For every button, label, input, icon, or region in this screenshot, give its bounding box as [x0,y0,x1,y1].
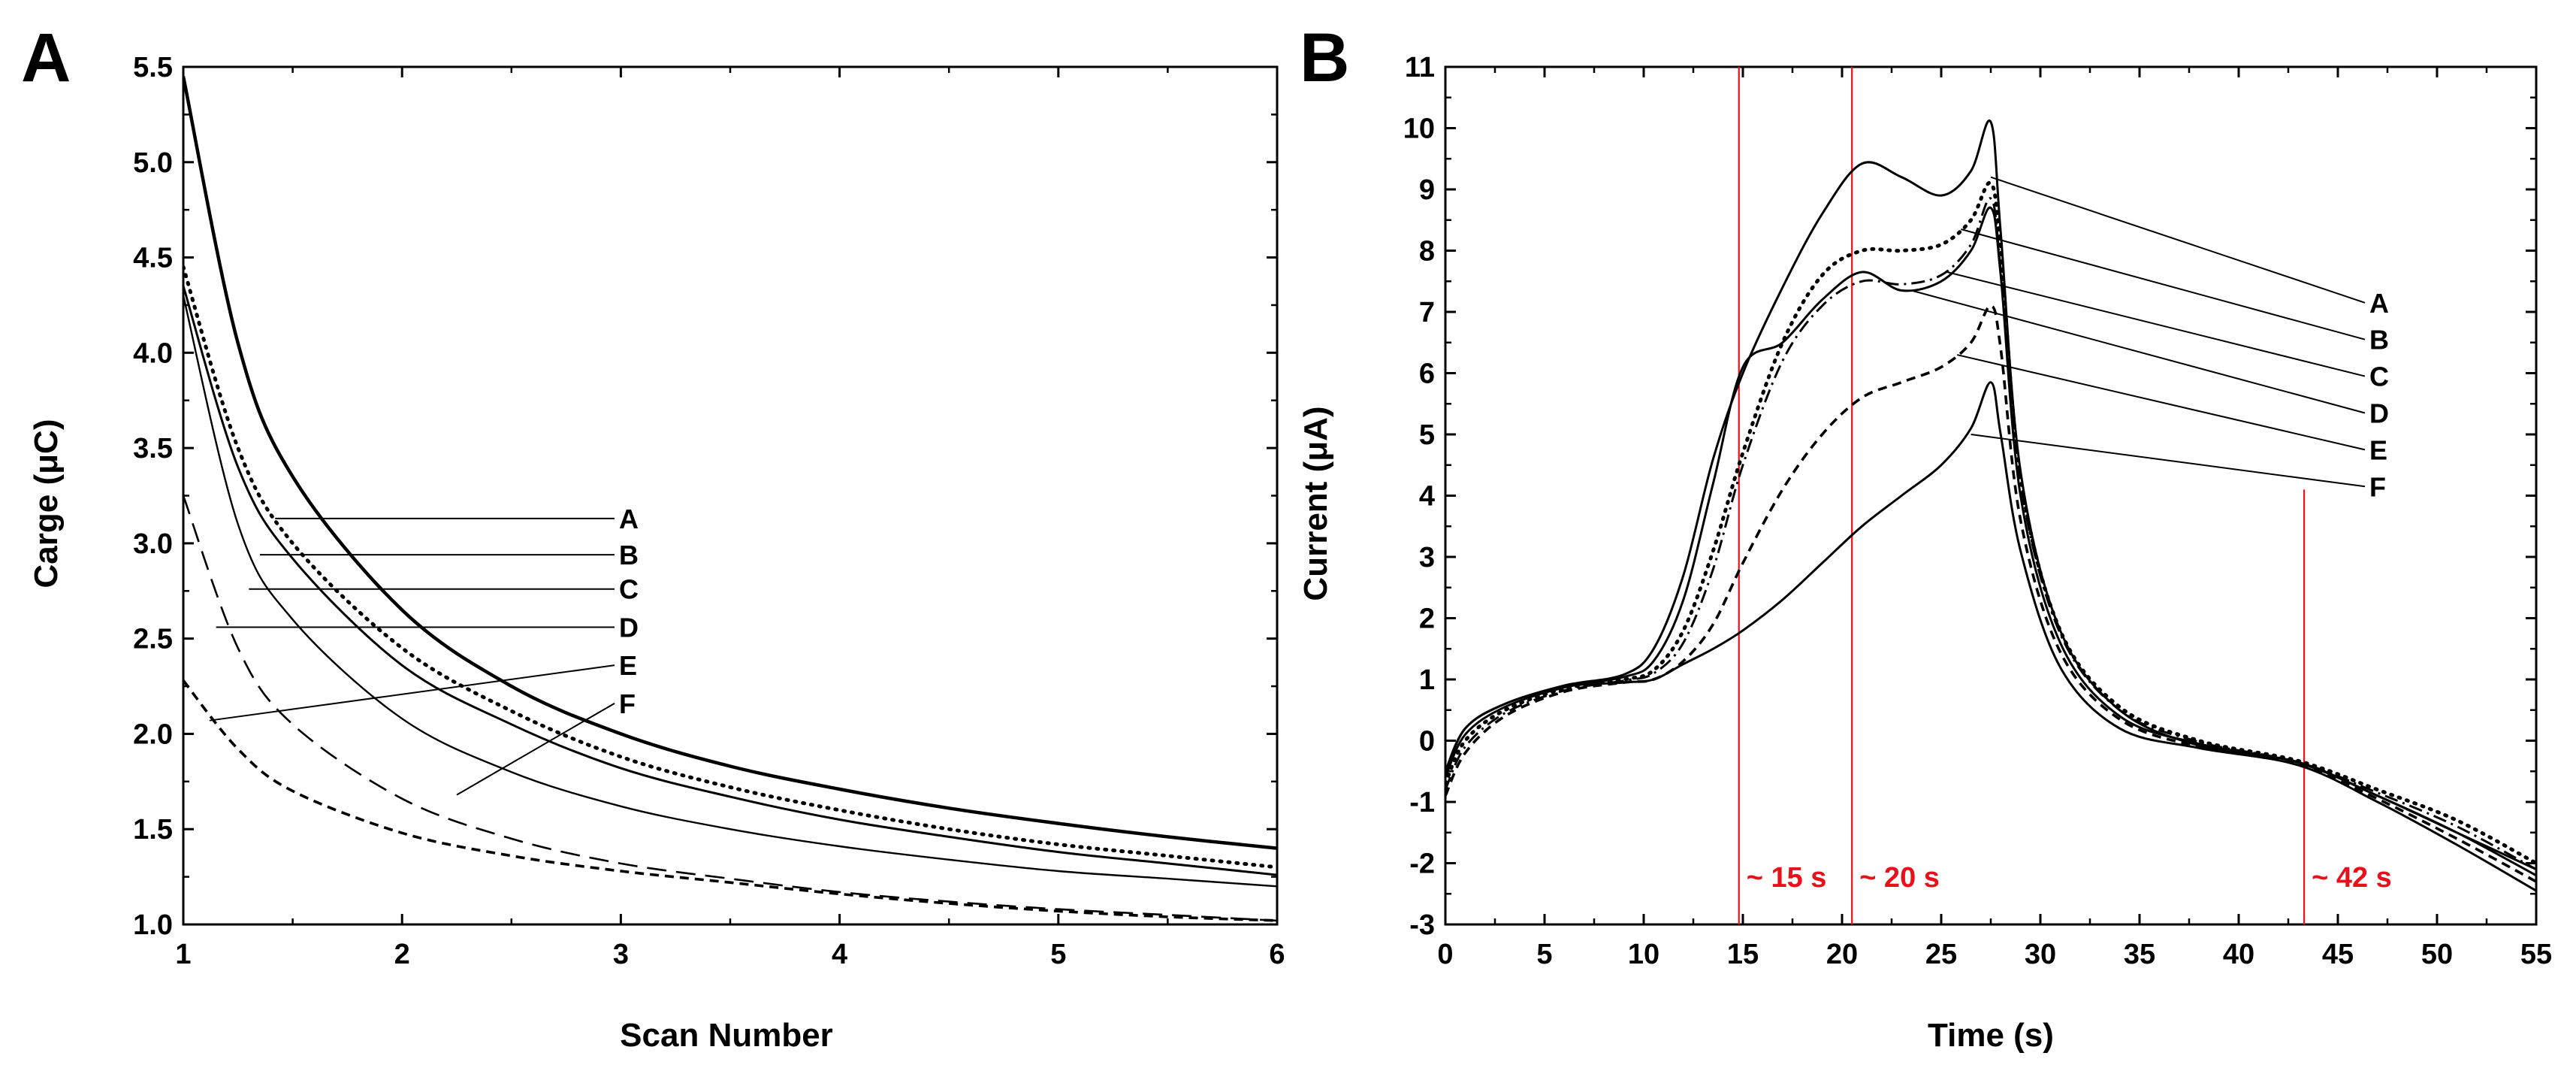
y-tick-label: -2 [1409,849,1435,880]
series-line-a [183,76,1277,850]
curve-label-d: D [2369,398,2389,428]
y-tick-label: 5 [1419,419,1435,451]
marker-label: ~ 15 s [1747,862,1827,894]
y-tick-label: 3.0 [133,528,173,560]
x-tick-label: 1 [175,939,191,970]
y-tick-label: 4.0 [133,337,173,369]
curve-label-c: C [2369,362,2389,392]
leader-line-a [1990,176,2366,304]
leader-line-f [1971,434,2366,488]
y-tick-label: 6 [1419,359,1435,390]
y-tick-label: 5.0 [133,147,173,179]
leader-line-c [1946,271,2366,377]
series-line-b [1445,180,2536,865]
curve-label-f: F [2369,471,2386,502]
series-line-c [1445,197,2536,871]
y-tick-label: 1.0 [133,909,173,941]
series-line-f [1445,381,2536,892]
y-tick-label: 1.5 [133,814,173,846]
y-tick-label: 3.5 [133,433,173,464]
y-tick-label: -1 [1409,787,1435,818]
y-tick-label: 10 [1403,113,1435,145]
panel-a-letter: A [21,20,71,96]
panel-a-chart: 1 2 3 4 5 6 1.0 1.5 2.0 2.5 3.0 3.5 4.0 4.5 5.0 5.5 ABCD… [133,52,1285,970]
panel-b-ylabel: Current (μA) [1297,406,1334,601]
x-tick-label: 15 [1727,939,1759,970]
x-tick-label: 2 [394,939,410,970]
y-tick-label: 1 [1419,664,1435,696]
x-tick-label: 10 [1628,939,1659,970]
x-tick-label: 20 [1826,939,1858,970]
x-tick-label: 4 [832,939,847,970]
y-tick-label: 2.0 [133,719,173,750]
x-tick-label: 6 [1269,939,1285,970]
y-tick-label: 8 [1419,236,1435,268]
x-tick-label: 35 [2124,939,2155,970]
series-group [183,76,1277,922]
series-line-e [1445,304,2536,883]
leader-line-b [1961,228,2366,340]
x-tick-label: 55 [2520,939,2552,970]
curve-label-a: A [619,504,639,534]
series-line-d [183,295,1277,888]
y-tick-label: 2.5 [133,624,173,655]
curve-label-d: D [619,612,639,643]
y-tick-label: 7 [1419,297,1435,328]
marker-label: ~ 20 s [1859,862,1940,894]
series-line-f [183,679,1277,922]
x-tick-label: 50 [2421,939,2453,970]
leader-line-e [209,664,615,722]
curve-label-c: C [619,574,639,605]
series-group [1445,119,2536,892]
curve-label-e: E [619,650,637,681]
x-tick-label: 25 [1925,939,1957,970]
panel-a-xlabel: Scan Number [620,1017,833,1054]
curve-label-a: A [2369,288,2389,319]
leader-line-e [1956,354,2366,451]
panel-b-chart: 0 5 10 15 20 25 30 35 40 45 50 55-3-2-1012345678910… [1403,52,2552,970]
y-tick-label: -3 [1409,909,1435,941]
curve-label-b: B [2369,325,2389,355]
y-tick-label: 0 [1419,726,1435,758]
series-line-e [183,495,1277,922]
series-line-c [183,286,1277,876]
y-tick-label: 2 [1419,604,1435,635]
curve-label-e: E [2369,434,2387,465]
leader-line-f [456,703,615,796]
x-tick-label: 30 [2025,939,2056,970]
y-tick-label: 11 [1405,52,1435,83]
panel-b-letter: B [1300,20,1349,96]
x-tick-label: 3 [613,939,629,970]
x-tick-label: 5 [1050,939,1066,970]
leader-line-d [1911,289,2366,414]
y-tick-label: 4 [1419,481,1435,513]
x-tick-label: 40 [2223,939,2254,970]
panel-a-ylabel: Carge (μC) [28,419,65,588]
y-tick-label: 4.5 [133,243,173,274]
curve-label-f: F [619,688,636,719]
x-tick-label: 0 [1437,939,1453,970]
panel-b-xlabel: Time (s) [1928,1017,2054,1054]
y-tick-label: 3 [1419,542,1435,573]
y-tick-label: 5.5 [133,52,173,83]
marker-label: ~ 42 s [2312,862,2392,894]
y-tick-label: 9 [1419,174,1435,206]
series-line-b [183,265,1277,870]
x-tick-label: 45 [2322,939,2354,970]
curve-label-b: B [619,540,639,570]
x-tick-label: 5 [1536,939,1552,970]
series-line-d [1445,206,2536,877]
